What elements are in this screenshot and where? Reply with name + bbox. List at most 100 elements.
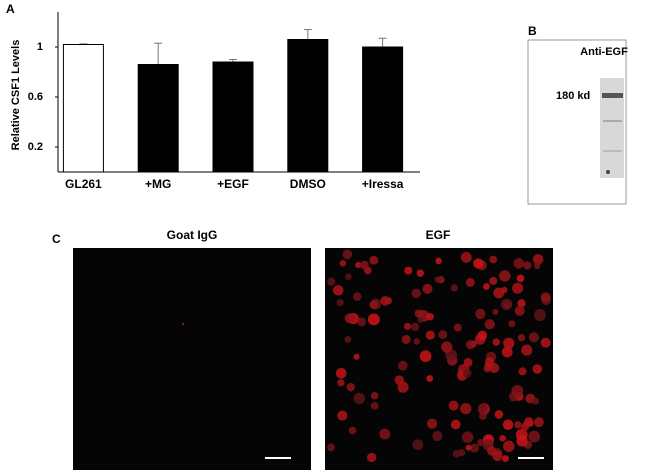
- cell: [414, 309, 423, 318]
- cell: [369, 300, 379, 310]
- cell: [503, 440, 515, 452]
- cell: [487, 446, 497, 456]
- cell: [412, 439, 424, 451]
- cell: [534, 262, 541, 270]
- cell: [479, 412, 487, 420]
- cell: [346, 382, 355, 392]
- cell: [337, 379, 345, 387]
- cell: [410, 322, 420, 332]
- blot-band: [603, 150, 622, 152]
- panel-label: A: [6, 2, 15, 16]
- cell: [411, 288, 422, 299]
- cell: [370, 392, 379, 400]
- cell: [515, 428, 528, 441]
- blot-marker: 180 kd: [556, 90, 590, 102]
- cell: [434, 276, 441, 283]
- cell: [516, 274, 525, 283]
- cell: [483, 365, 491, 373]
- micrograph-title: Goat IgG: [167, 228, 218, 242]
- cell: [453, 323, 462, 332]
- bar: [287, 39, 329, 173]
- cell: [425, 330, 435, 340]
- cell: [335, 367, 347, 379]
- cell: [327, 443, 335, 452]
- blot-spot: [606, 170, 610, 174]
- cell: [512, 282, 524, 294]
- x-tick-label: +Iressa: [362, 177, 404, 191]
- cell: [523, 261, 532, 270]
- cell: [353, 353, 360, 360]
- cell: [426, 313, 434, 321]
- cell: [532, 254, 544, 265]
- cell: [493, 287, 505, 299]
- cell: [500, 298, 513, 311]
- cell: [426, 418, 438, 429]
- cell: [475, 308, 486, 320]
- cell: [513, 258, 525, 269]
- panel-label: C: [52, 232, 61, 246]
- cell: [413, 338, 420, 345]
- y-tick-label: 0.6: [28, 91, 43, 103]
- cell: [503, 337, 515, 349]
- micrograph: [73, 248, 311, 470]
- cell: [379, 428, 391, 440]
- y-tick-label: 0.2: [28, 141, 43, 153]
- cell: [528, 332, 540, 343]
- cell: [404, 266, 413, 275]
- x-tick-label: +EGF: [217, 177, 249, 191]
- cell: [450, 419, 461, 430]
- cell: [352, 292, 362, 301]
- cell: [366, 452, 377, 463]
- cell: [532, 397, 540, 405]
- cell: [511, 385, 524, 398]
- cell: [477, 439, 485, 447]
- cell: [514, 421, 522, 429]
- cell: [489, 255, 498, 264]
- cell: [533, 417, 544, 428]
- cell: [336, 299, 344, 307]
- cell: [466, 339, 476, 350]
- cell: [501, 346, 513, 358]
- cell: [432, 431, 443, 442]
- cell: [380, 295, 391, 306]
- cell: [332, 285, 344, 296]
- y-axis-label: Relative CSF1 Levels: [10, 40, 22, 151]
- cell: [462, 368, 472, 378]
- cell: [518, 367, 527, 376]
- cell: [465, 277, 475, 287]
- cell: [353, 392, 365, 405]
- cell: [499, 270, 511, 282]
- cell: [401, 334, 411, 344]
- cell: [492, 308, 499, 315]
- speck: [181, 322, 185, 326]
- cell: [416, 269, 425, 277]
- cell: [473, 258, 484, 269]
- cell: [342, 249, 353, 260]
- bar: [62, 44, 104, 173]
- cell: [492, 338, 500, 346]
- cell: [441, 341, 453, 353]
- cell: [344, 335, 352, 343]
- cell: [357, 317, 367, 327]
- cell: [355, 261, 362, 268]
- bar: [137, 64, 179, 173]
- western-blot: Anti-EGF 180 kd: [527, 39, 628, 205]
- cell: [532, 364, 543, 374]
- blot-band: [603, 120, 622, 122]
- cell: [533, 309, 546, 322]
- cell: [521, 422, 530, 431]
- bar: [212, 61, 254, 173]
- x-tick-label: GL261: [65, 177, 102, 191]
- bar: [362, 46, 404, 173]
- cell: [528, 430, 541, 443]
- cell: [448, 400, 459, 411]
- cell: [419, 350, 432, 363]
- cell: [494, 410, 504, 419]
- cell: [344, 313, 355, 324]
- blot-band: [602, 93, 623, 98]
- cell: [345, 273, 352, 280]
- cell: [360, 260, 369, 270]
- y-tick-label: 1: [37, 41, 43, 53]
- cell: [369, 255, 379, 265]
- blot-title: Anti-EGF: [580, 46, 628, 58]
